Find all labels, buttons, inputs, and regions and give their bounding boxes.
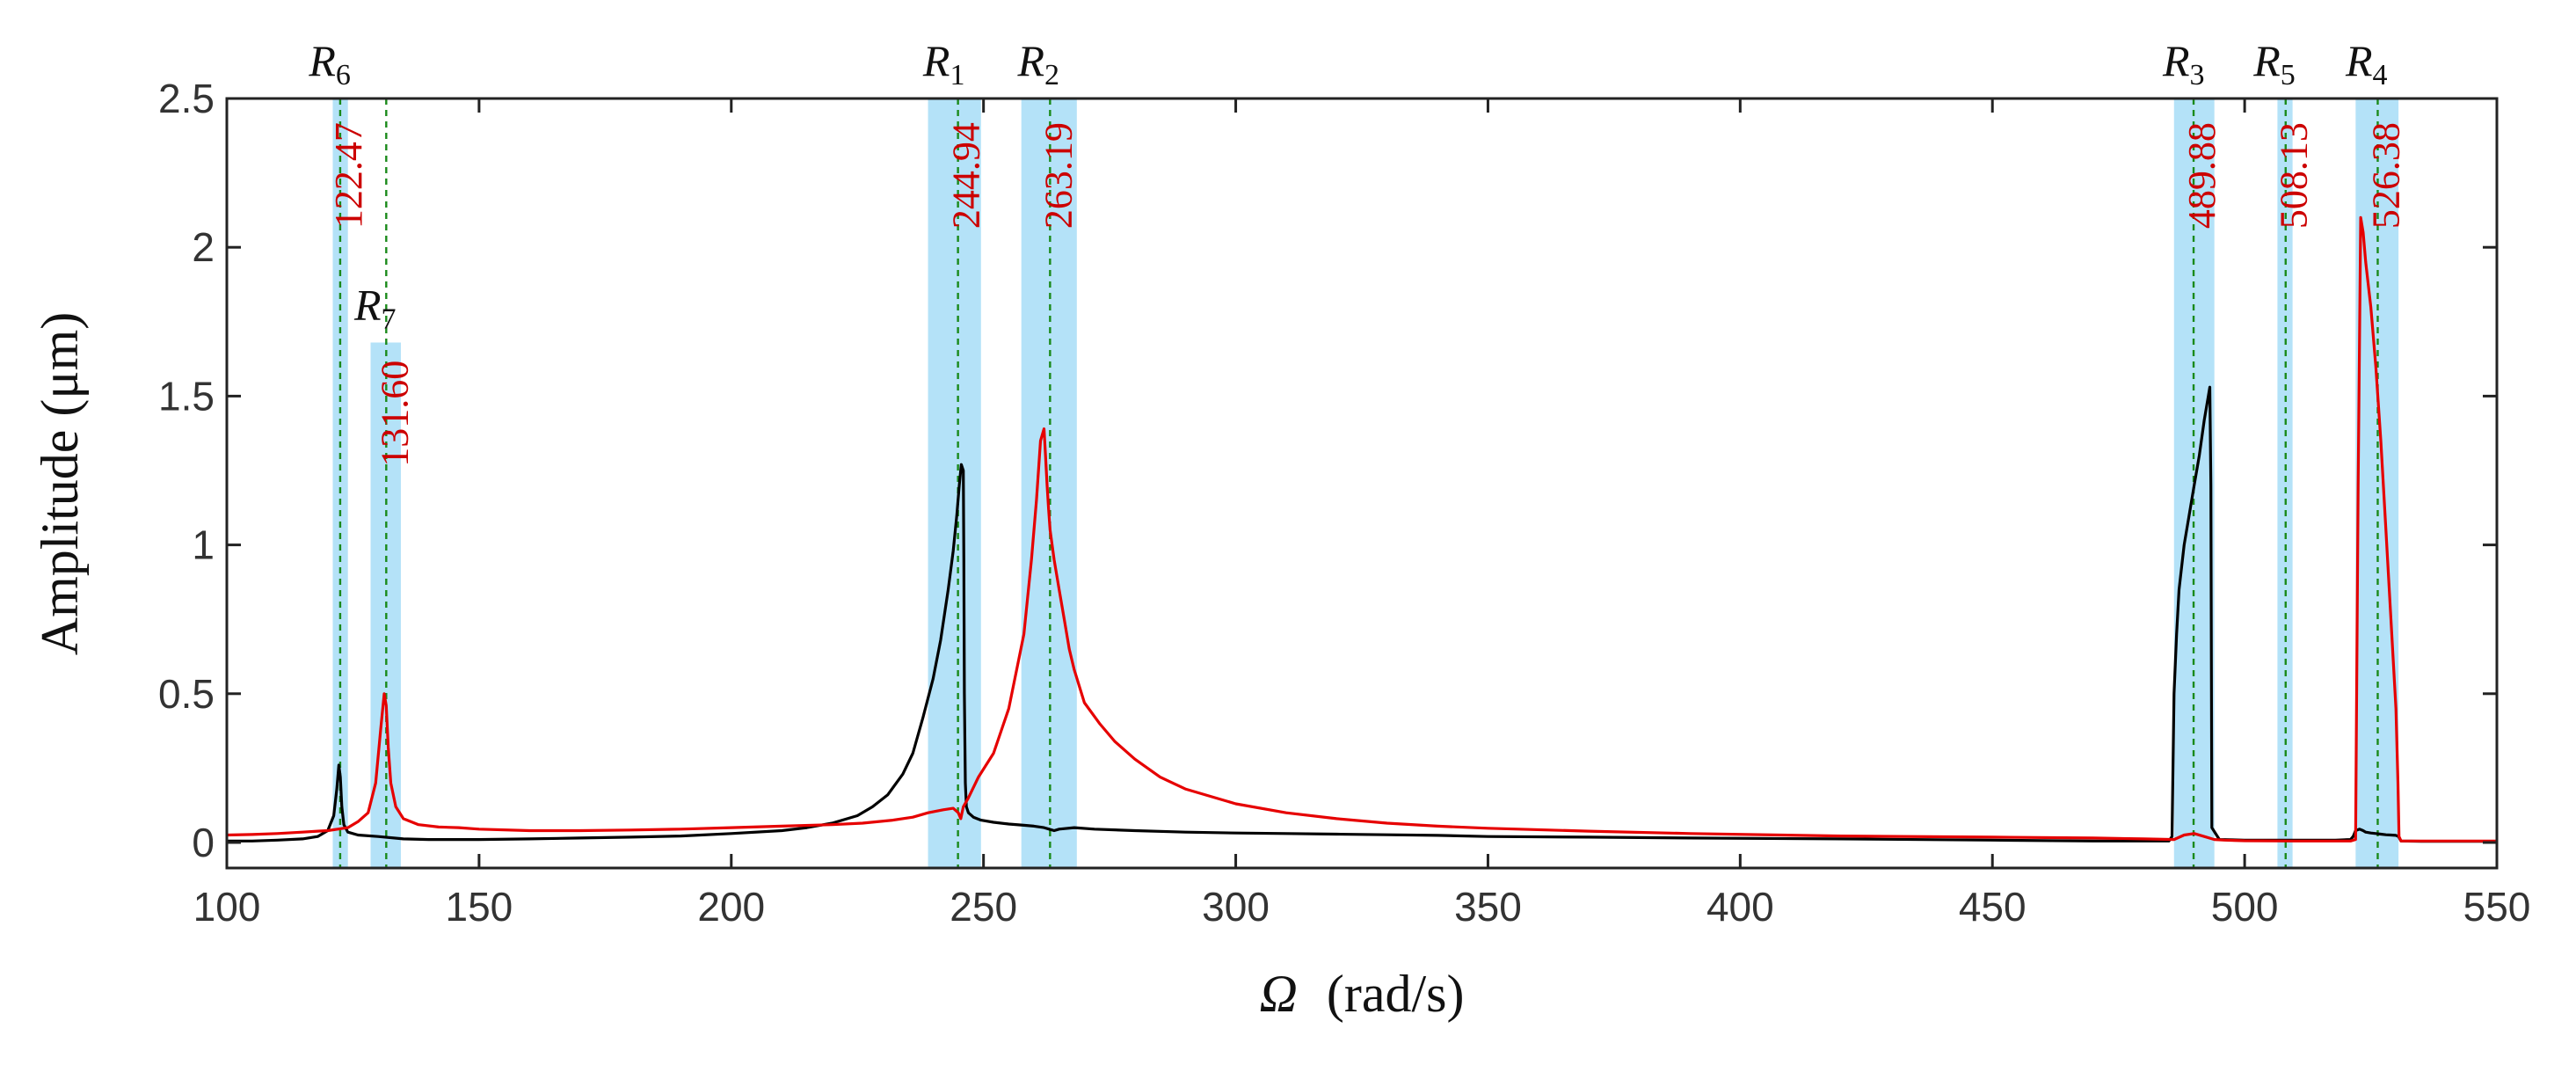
resonance-label-subscript: 2 <box>1044 59 1059 91</box>
critical-speed-label-508.13: 508.13 <box>2273 122 2316 229</box>
resonance-label-subscript: 6 <box>336 59 351 91</box>
resonance-band-r6 <box>332 98 348 868</box>
y-tick-label: 2.5 <box>158 76 215 121</box>
resonance-label-letter: R <box>2345 36 2373 85</box>
series-line-red <box>227 215 2497 843</box>
data-series <box>227 215 2497 843</box>
series-line-black <box>227 385 2497 843</box>
resonance-label-subscript: 1 <box>950 59 964 91</box>
x-tick-label: 500 <box>2211 884 2279 930</box>
x-tick-label: 250 <box>950 884 1017 930</box>
resonance-label-r3: R3 <box>2162 36 2205 91</box>
resonance-label-subscript: 7 <box>382 303 397 335</box>
x-axis-unit: (rad/s) <box>1327 965 1465 1023</box>
resonance-label-r7: R7 <box>353 280 397 335</box>
resonance-label-subscript: 5 <box>2281 59 2296 91</box>
x-tick-label: 400 <box>1706 884 1774 930</box>
x-tick-label: 300 <box>1202 884 1270 930</box>
critical-speed-lines <box>338 98 2379 868</box>
resonance-label-r6: R6 <box>308 36 351 91</box>
axis-ticks: 100 150 200 250 300 350 400 450 500 550 0 0.5 1 1.5 2 2… <box>158 76 2530 930</box>
resonance-label-subscript: 4 <box>2373 59 2388 91</box>
resonance-label-letter: R <box>2252 36 2281 85</box>
x-tick-label: 100 <box>193 884 261 930</box>
resonance-label-r5: R5 <box>2252 36 2296 91</box>
critical-speed-label-526.38: 526.38 <box>2364 122 2407 229</box>
critical-speed-label-263.19: 263.19 <box>1037 122 1080 229</box>
x-tick-label: 550 <box>2463 884 2531 930</box>
resonance-label-letter: R <box>308 36 336 85</box>
x-tick-label: 450 <box>1959 884 2027 930</box>
resonance-label-subscript: 3 <box>2190 59 2205 91</box>
y-tick-label: 2 <box>192 224 215 270</box>
y-tick-label: 0.5 <box>158 671 215 717</box>
critical-speed-label-244.94: 244.94 <box>945 122 988 229</box>
resonance-label-letter: R <box>353 280 382 329</box>
resonance-label-r1: R1 <box>922 36 965 91</box>
critical-speed-label-122.47: 122.47 <box>327 122 370 229</box>
x-axis-title: Ω (rad/s) <box>1260 965 1465 1023</box>
critical-speed-label-489.88: 489.88 <box>2180 122 2223 229</box>
resonance-label-r4: R4 <box>2345 36 2388 91</box>
resonance-label-letter: R <box>922 36 950 85</box>
resonance-band-r5 <box>2277 98 2293 868</box>
resonance-label-letter: R <box>1016 36 1044 85</box>
x-tick-label: 150 <box>446 884 513 930</box>
y-tick-label: 1 <box>192 522 215 568</box>
x-tick-label: 350 <box>1454 884 1522 930</box>
critical-speed-label-131.60: 131.60 <box>373 361 416 467</box>
plot-frame <box>225 97 2499 870</box>
x-tick-label: 200 <box>697 884 765 930</box>
y-tick-label: 0 <box>192 820 215 865</box>
resonance-label-letter: R <box>2162 36 2190 85</box>
resonance-bands <box>332 98 2399 868</box>
resonance-label-r2: R2 <box>1016 36 1059 91</box>
y-axis-title: Amplitude (μm) <box>31 312 89 655</box>
x-axis-symbol: Ω <box>1260 965 1298 1023</box>
resonance-band-r1 <box>928 98 981 868</box>
y-tick-label: 1.5 <box>158 373 215 419</box>
